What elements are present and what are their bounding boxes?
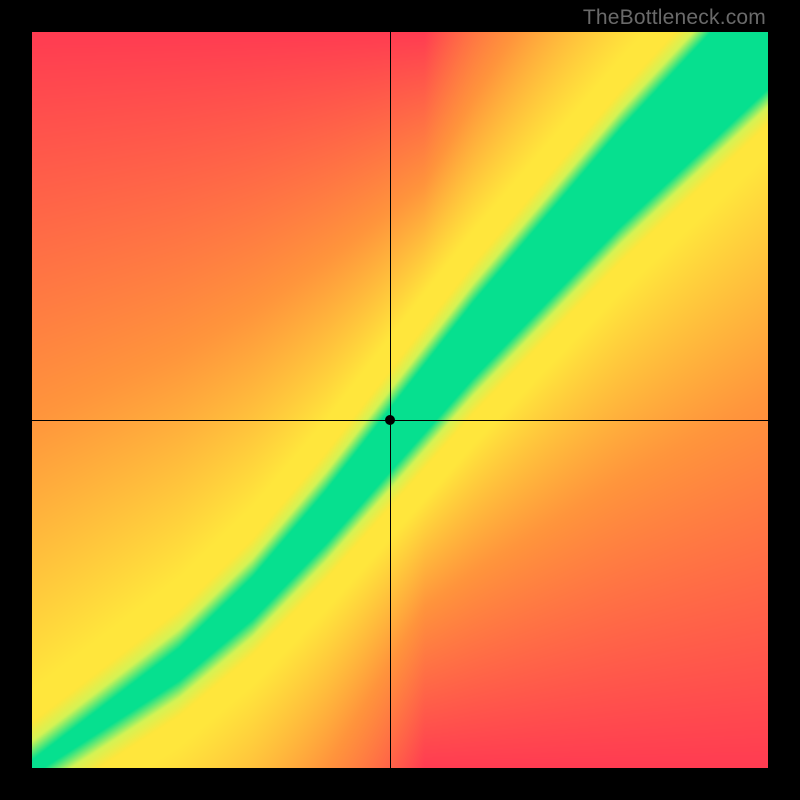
- chart-frame: TheBottleneck.com: [0, 0, 800, 800]
- plot-area: [32, 32, 768, 768]
- crosshair-horizontal: [32, 420, 768, 421]
- crosshair-marker: [385, 415, 395, 425]
- heatmap-canvas: [32, 32, 768, 768]
- crosshair-vertical: [390, 32, 391, 768]
- watermark-text: TheBottleneck.com: [583, 6, 766, 30]
